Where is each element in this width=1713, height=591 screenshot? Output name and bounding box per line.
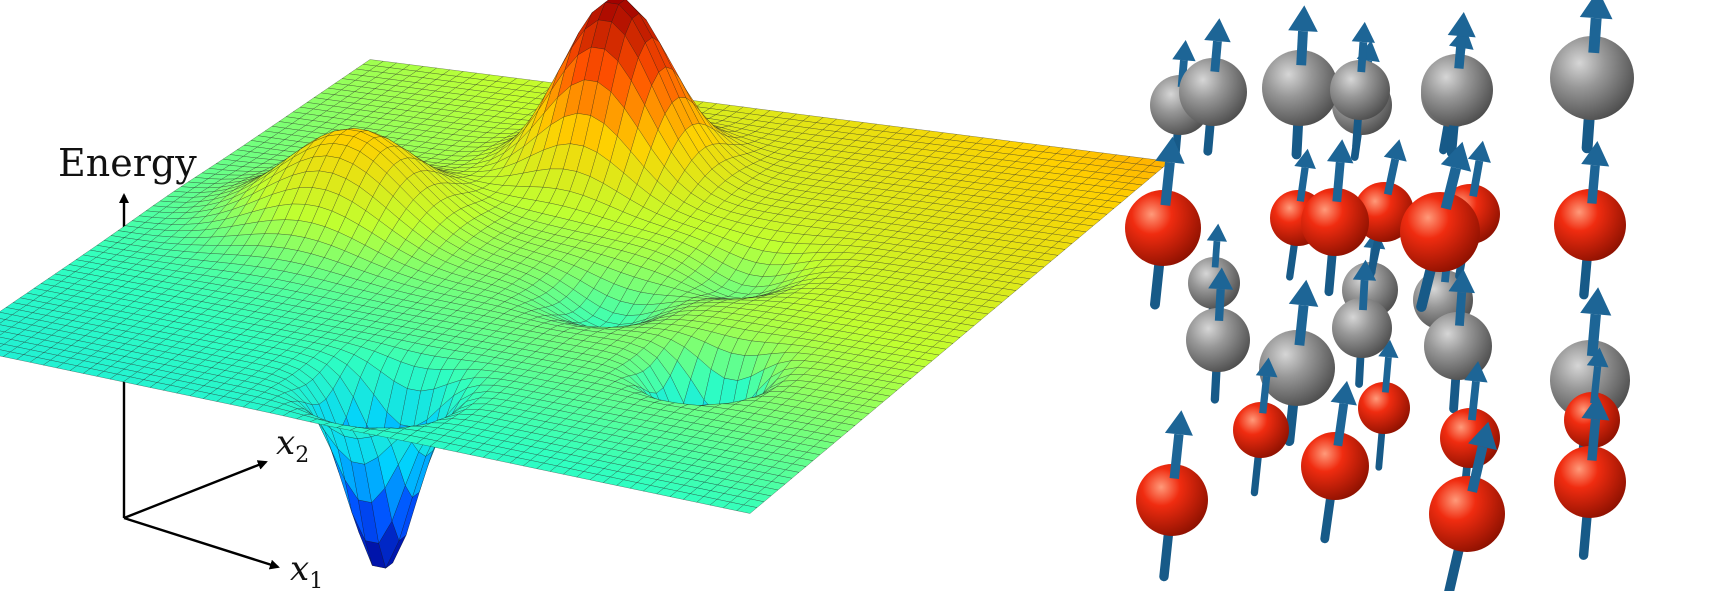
x2-axis <box>123 460 268 520</box>
spin-lattice <box>1125 0 1634 591</box>
spin-arrow-head <box>1288 279 1319 307</box>
spin-arrow-shaft <box>1455 291 1467 326</box>
x2-symbol: x <box>276 423 295 463</box>
x2-subscript: 2 <box>295 443 309 468</box>
spin-arrow-shaft <box>1587 164 1600 204</box>
spin-arrow-shaft <box>1454 35 1467 69</box>
red-atom-with-spin <box>1358 339 1410 471</box>
spin-arrow-shaft <box>1586 313 1601 357</box>
gray-atom-with-spin <box>1421 12 1493 158</box>
spin-arrow-shaft <box>1332 161 1345 203</box>
spin-arrow-shaft <box>1381 356 1392 393</box>
red-atom-with-spin <box>1554 141 1626 300</box>
red-atom <box>1429 476 1505 552</box>
spin-arrow-shaft <box>1169 433 1184 480</box>
spin-arrow-shaft <box>1359 279 1369 311</box>
gray-atom-with-spin <box>1550 0 1634 154</box>
spin-arrow-shaft <box>1296 166 1309 202</box>
x1-symbol: x <box>290 549 309 589</box>
red-atom <box>1400 192 1480 272</box>
x1-axis-label: x1 <box>290 549 323 591</box>
spin-arrow-shaft <box>1160 161 1175 206</box>
spin-arrow-head <box>1467 140 1491 163</box>
spin-arrow-head <box>1351 21 1375 43</box>
spin-arrow-shaft <box>1214 288 1225 322</box>
x1-axis <box>123 516 280 570</box>
spin-arrow-shaft <box>1296 30 1308 66</box>
spin-arrow-shaft <box>1468 380 1480 421</box>
spin-arrow-head <box>1383 139 1407 162</box>
x1-subscript: 1 <box>309 569 323 591</box>
gray-atom-with-spin <box>1262 5 1338 160</box>
red-atom-with-spin <box>1136 410 1208 582</box>
spin-arrow-head <box>1288 5 1318 32</box>
spin-arrow-shaft <box>1294 304 1309 346</box>
energy-axis-label: Energy <box>58 141 197 185</box>
spin-arrow-head <box>1330 380 1357 406</box>
spin-arrow-shaft <box>1259 375 1271 414</box>
spin-arrow-head <box>1206 223 1227 242</box>
spin-arrow-head <box>1204 18 1231 43</box>
axes-triad: Energy x1 x2 <box>58 141 323 591</box>
spin-arrow-shaft <box>1357 41 1368 73</box>
spin-arrow-shaft <box>1210 40 1222 73</box>
spin-arrow-shaft <box>1587 418 1601 461</box>
spin-arrow-head <box>1164 410 1193 436</box>
spin-arrow-head <box>1579 0 1613 20</box>
spin-arrow-head <box>1327 139 1354 164</box>
spin-arrow-shaft <box>1588 17 1602 54</box>
spin-arrow-head <box>1172 40 1196 62</box>
x2-axis-label: x2 <box>276 423 309 468</box>
spin-arrow-head <box>1447 12 1476 38</box>
spin-arrow-shaft <box>1211 240 1221 268</box>
spin-arrow-shaft <box>1333 402 1349 447</box>
energy-landscape-surface <box>0 0 1171 569</box>
